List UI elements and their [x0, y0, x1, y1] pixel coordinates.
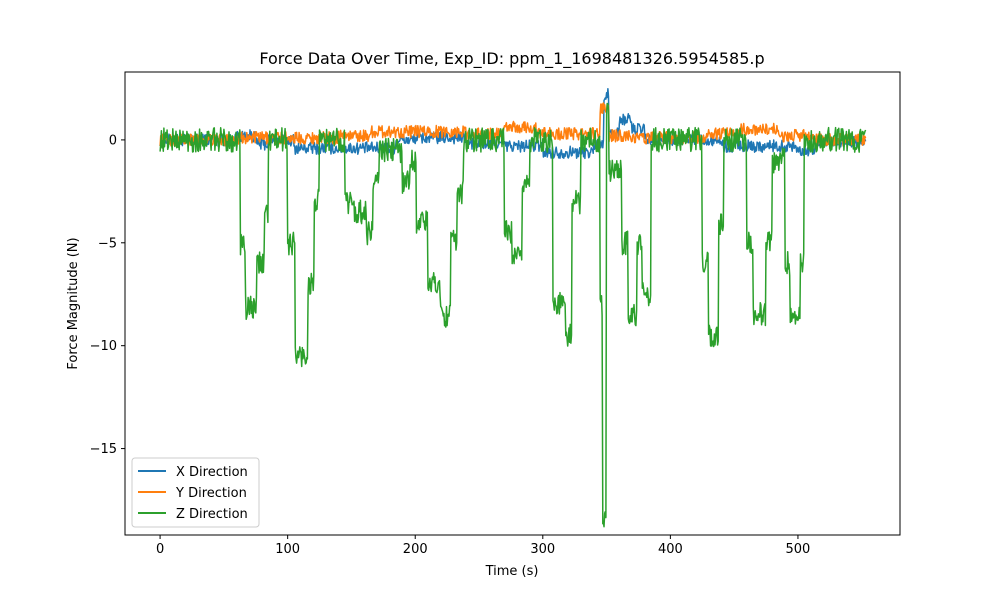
y-tick-label: −5: [98, 236, 117, 251]
legend-entry-label: Z Direction: [176, 507, 248, 522]
legend-entry-label: Y Direction: [175, 486, 247, 501]
series-line-y-direction: [159, 102, 867, 147]
legend-entry-label: X Direction: [176, 465, 248, 480]
y-tick-label: −15: [90, 442, 117, 457]
x-tick-label: 100: [275, 542, 300, 557]
legend-box: [131, 457, 260, 528]
x-axis: 0 100 200 300 400 500: [156, 535, 810, 557]
x-axis-label: Time (s): [485, 564, 539, 579]
y-axis: 0 −5 −10 −15: [90, 133, 125, 457]
y-axis-label: Force Magnitude (N): [66, 237, 81, 369]
x-tick-label: 300: [530, 542, 555, 557]
y-tick-label: 0: [109, 133, 117, 148]
x-tick-label: 400: [658, 542, 683, 557]
legend: X Direction Y Direction Z Direction: [131, 457, 260, 528]
series-line-z-direction: [159, 102, 867, 528]
y-tick-label: −10: [90, 339, 117, 354]
series-layer: [159, 87, 867, 528]
x-tick-label: 200: [403, 542, 428, 557]
chart-title: Force Data Over Time, Exp_ID: ppm_1_1698…: [259, 49, 764, 69]
plot-frame: [124, 71, 901, 536]
x-tick-label: 500: [786, 542, 811, 557]
x-tick-label: 0: [156, 542, 164, 557]
